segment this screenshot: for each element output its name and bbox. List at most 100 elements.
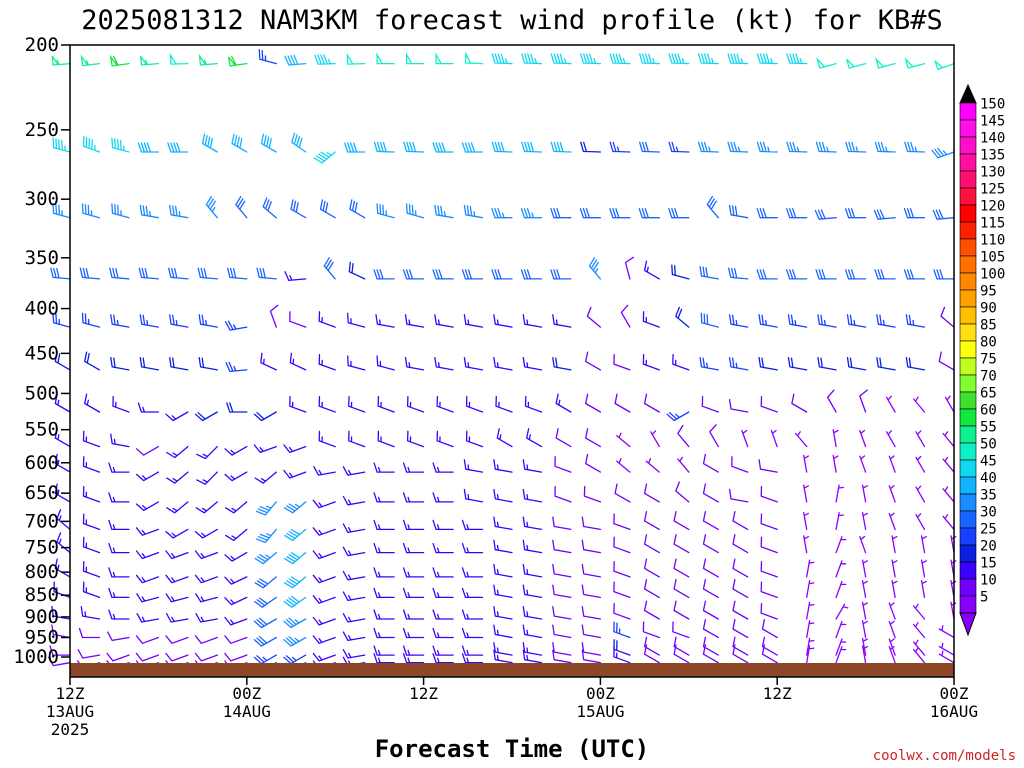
wind-barb xyxy=(54,393,71,413)
wind-barb xyxy=(224,596,248,606)
wind-barb xyxy=(260,352,277,371)
wind-barb xyxy=(197,267,218,280)
colorbar-label: 55 xyxy=(980,420,997,436)
wind-barb xyxy=(756,269,778,280)
wind-barb xyxy=(915,513,926,531)
wind-barb xyxy=(461,542,484,554)
wind-barb xyxy=(756,53,778,65)
wind-barb xyxy=(550,269,572,280)
wind-barb xyxy=(224,445,248,456)
wind-barb xyxy=(342,613,366,623)
wind-barb xyxy=(677,456,690,473)
wind-barb xyxy=(342,546,366,557)
colorbar-label: 85 xyxy=(980,318,997,334)
colorbar-label: 80 xyxy=(980,335,997,351)
wind-barb xyxy=(817,314,837,328)
wind-barb xyxy=(195,593,218,603)
colorbar-label: 30 xyxy=(980,505,997,521)
wind-barb xyxy=(312,652,336,662)
wind-barb xyxy=(552,642,572,656)
wind-barb xyxy=(885,395,896,413)
wind-barb xyxy=(891,535,898,554)
wind-barb xyxy=(552,606,572,620)
wind-barb xyxy=(554,485,572,503)
wind-barb xyxy=(920,580,927,599)
wind-barb xyxy=(580,141,602,153)
wind-barb xyxy=(254,551,277,565)
wind-barb xyxy=(436,396,454,413)
wind-barb xyxy=(758,459,778,473)
wind-barb xyxy=(432,567,454,578)
wind-barb xyxy=(465,430,484,448)
wind-barb xyxy=(463,204,484,219)
wind-barb xyxy=(198,314,218,328)
wind-barb xyxy=(435,52,454,65)
wind-barb xyxy=(732,636,749,656)
wind-barb xyxy=(284,271,307,282)
wind-barb xyxy=(289,311,307,328)
wind-barbs xyxy=(48,49,957,672)
wind-barb xyxy=(51,55,71,66)
wind-barb xyxy=(728,204,749,219)
wind-barb xyxy=(253,444,277,454)
x-tick-label: 00Z xyxy=(232,684,261,703)
colorbar-label: 125 xyxy=(980,182,1005,198)
wind-barb xyxy=(110,314,130,328)
wind-barb xyxy=(861,559,868,578)
colorbar-label: 40 xyxy=(980,471,997,487)
wind-barb xyxy=(673,644,690,664)
colorbar-swatch xyxy=(959,272,977,291)
credit-text: coolwx.com/models xyxy=(873,748,1016,764)
wind-barb xyxy=(377,396,395,413)
wind-barb xyxy=(905,356,926,371)
wind-barb xyxy=(312,550,336,560)
wind-barb xyxy=(82,581,101,599)
wind-barb xyxy=(166,501,189,514)
wind-barb xyxy=(522,606,543,620)
wind-barb xyxy=(166,445,189,459)
wind-barb xyxy=(432,609,454,620)
wind-barb xyxy=(760,581,778,599)
wind-barb xyxy=(402,627,425,639)
y-tick-label: 650 xyxy=(25,482,59,504)
colorbar-swatch xyxy=(959,153,977,172)
wind-barb xyxy=(552,356,572,371)
wind-barb xyxy=(826,389,837,413)
y-tick-label: 1000 xyxy=(13,646,59,668)
wind-barb xyxy=(859,389,868,413)
wind-barb xyxy=(613,536,631,554)
wind-barb xyxy=(52,137,71,153)
y-tick-label: 300 xyxy=(25,188,59,210)
wind-barb xyxy=(697,53,719,65)
x-tick-label: 16AUG xyxy=(930,702,978,721)
wind-barb xyxy=(756,208,778,219)
y-tick-label: 200 xyxy=(25,34,59,56)
wind-barb xyxy=(255,501,277,516)
wind-barb xyxy=(461,645,484,656)
wind-barb xyxy=(283,636,307,647)
wind-barb xyxy=(224,635,248,644)
wind-barb xyxy=(888,620,896,639)
wind-barb xyxy=(731,456,749,473)
colorbar-label: 10 xyxy=(980,573,997,589)
wind-barb xyxy=(461,519,484,531)
wind-barb xyxy=(373,462,395,473)
wind-barb xyxy=(806,580,815,599)
wind-barb xyxy=(52,312,71,328)
wind-barb xyxy=(760,396,778,413)
wind-barb xyxy=(806,637,815,656)
wind-barb xyxy=(938,625,955,639)
wind-barb xyxy=(194,635,218,644)
wind-barb xyxy=(201,133,218,153)
wind-barb xyxy=(806,559,815,578)
wind-barb xyxy=(135,635,160,644)
wind-barb xyxy=(814,209,837,220)
colorbar-label: 60 xyxy=(980,403,997,419)
wind-barb xyxy=(905,314,926,328)
wind-barb xyxy=(373,627,395,639)
wind-barb xyxy=(110,433,130,448)
wind-barb xyxy=(624,256,635,280)
wind-barb xyxy=(522,516,543,531)
